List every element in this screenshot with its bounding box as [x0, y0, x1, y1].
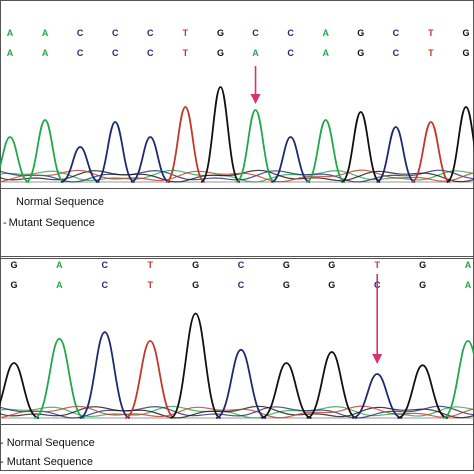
trace-peak — [124, 340, 176, 419]
noise-trace — [0, 405, 474, 419]
trace-peak — [397, 364, 448, 419]
mutant-base-label: G — [462, 48, 469, 58]
normal-base-label: G — [283, 260, 290, 270]
chromatogram-panel-bottom: GACTGCGGTGAGACTGCGGCGA - Normal Sequence… — [0, 252, 474, 474]
legend-mutant-bottom: - Mutant Sequence — [0, 456, 93, 468]
mutant-base-label: G — [217, 48, 224, 58]
trace-peak — [235, 109, 276, 183]
normal-base-label: C — [147, 28, 154, 38]
normal-base-label: G — [328, 260, 335, 270]
legend-mutant-label: - Mutant Sequence — [0, 456, 93, 468]
mutant-base-label: G — [192, 280, 199, 290]
trace-peak — [170, 312, 222, 419]
normal-base-label: C — [238, 260, 245, 270]
trace-peak — [0, 136, 30, 183]
normal-base-label: C — [252, 28, 259, 38]
trace-peak — [270, 136, 311, 183]
mutation-arrow-head — [372, 354, 383, 364]
chromatogram-top: A A C C C T G C C A G C T GA A C C C T G A C A G C T G — [0, 0, 474, 259]
normal-base-label: A — [7, 28, 14, 38]
legend-mutant-top: - Mutant Sequence — [3, 217, 95, 229]
normal-base-label: A — [42, 28, 49, 38]
trace-peak — [376, 126, 416, 183]
trace-peak — [261, 362, 312, 419]
mutant-base-label: T — [147, 280, 153, 290]
trace-peak — [306, 351, 358, 419]
normal-base-label: C — [287, 28, 294, 38]
legend-normal-label: - Normal Sequence — [0, 437, 95, 449]
mutant-base-label: A — [56, 280, 63, 290]
normal-base-label: G — [10, 260, 17, 270]
mutant-base-label: C — [147, 48, 154, 58]
mutant-base-label: G — [357, 48, 364, 58]
mutant-base-label: A — [7, 48, 14, 58]
normal-base-label: T — [147, 260, 153, 270]
normal-base-label: A — [465, 260, 472, 270]
chromatogram-bottom: GACTGCGGTGAGACTGCGGCGA — [0, 256, 474, 471]
trace-peak — [34, 337, 85, 419]
normal-base-label: T — [183, 28, 189, 38]
trace-peak — [165, 106, 206, 183]
mutant-base-label: C — [287, 48, 294, 58]
trace-peak — [442, 340, 474, 419]
mutant-base-label: A — [252, 48, 259, 58]
trace-peak — [341, 111, 381, 183]
mutant-base-label: G — [419, 280, 426, 290]
mutant-base-label: C — [393, 48, 400, 58]
mutant-base-label: G — [328, 280, 335, 290]
mutation-arrow-head — [250, 94, 261, 104]
trace-peak — [0, 362, 40, 419]
mutant-base-label: T — [428, 48, 434, 58]
trace-peak — [305, 119, 346, 183]
mutant-base-label: C — [238, 280, 245, 290]
normal-base-label: A — [322, 28, 329, 38]
mutant-base-label: C — [77, 48, 84, 58]
mutant-base-label: A — [42, 48, 49, 58]
trace-peak — [215, 348, 267, 419]
normal-base-label: G — [192, 260, 199, 270]
normal-base-label: C — [112, 28, 119, 38]
mutant-base-label: C — [112, 48, 119, 58]
normal-base-label: C — [102, 260, 109, 270]
normal-base-label: C — [77, 28, 84, 38]
normal-base-label: A — [56, 260, 63, 270]
mutant-base-label: A — [322, 48, 329, 58]
legend-normal-bottom: - Normal Sequence — [0, 437, 95, 449]
noise-trace — [0, 169, 474, 183]
trace-peak — [351, 373, 403, 419]
legend-normal-label: Normal Sequence — [16, 196, 105, 208]
mutant-base-label: T — [183, 48, 189, 58]
noise-trace — [0, 405, 474, 419]
normal-base-label: T — [428, 28, 434, 38]
trace-peak — [446, 106, 474, 183]
noise-trace — [0, 169, 474, 183]
mutant-base-label: A — [465, 280, 472, 290]
trace-peak — [25, 119, 65, 183]
legend-normal-top: Normal Sequence — [16, 196, 104, 208]
trace-peak — [60, 146, 100, 183]
normal-base-label: G — [419, 260, 426, 270]
chart-frame — [0, 0, 474, 189]
mutant-base-label: G — [10, 280, 17, 290]
normal-base-label: T — [374, 260, 380, 270]
trace-peak — [411, 121, 451, 183]
normal-base-label: C — [393, 28, 400, 38]
normal-base-label: G — [462, 28, 469, 38]
normal-base-label: G — [357, 28, 364, 38]
trace-peak — [200, 86, 241, 183]
trace-peak — [79, 331, 131, 419]
legend-mutant-label: Mutant Sequence — [8, 217, 95, 229]
mutant-base-label: G — [283, 280, 290, 290]
trace-peak — [130, 136, 170, 183]
trace-peak — [95, 121, 135, 183]
normal-base-label: G — [217, 28, 224, 38]
mutant-base-label: C — [102, 280, 109, 290]
